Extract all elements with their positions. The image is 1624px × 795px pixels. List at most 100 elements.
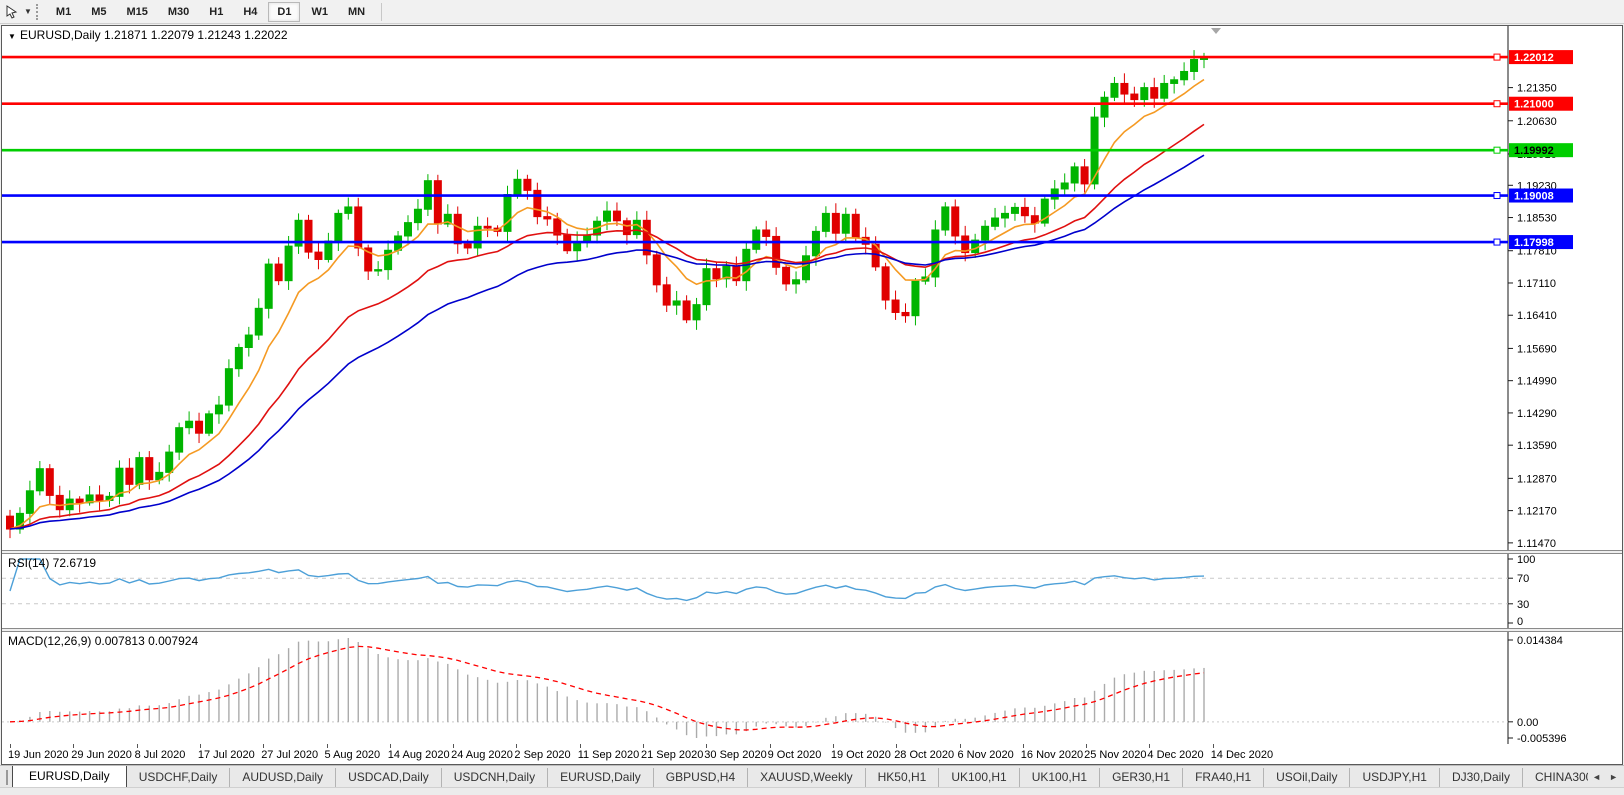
panel-splitter-2[interactable] [2,628,1622,632]
svg-text:1.19992: 1.19992 [1514,145,1554,157]
svg-text:1.17110: 1.17110 [1517,278,1556,290]
tabbar-grip [6,770,8,785]
date-tick [896,744,898,748]
chart-tab-11-ger30-h1[interactable]: GER30,H1 [1099,768,1182,787]
price-chart-canvas[interactable]: 1.213501.206301.199101.192301.185301.178… [2,26,1624,550]
date-label-7: 24 Aug 2020 [451,749,513,761]
ma-line-34[interactable] [9,154,1205,530]
date-tick [263,744,265,748]
ma-line-21[interactable] [9,123,1205,530]
date-tick [326,744,328,748]
svg-text:1.21350: 1.21350 [1517,83,1557,95]
rsi-canvas[interactable]: 100 70 30 0 RSI(14) 72.6719 [2,554,1624,628]
rsi-line [9,558,1205,602]
line-handle[interactable] [1493,146,1501,154]
tab-scroll-controls: ◄ ► [1588,766,1624,787]
chart-tab-13-usoil-daily[interactable]: USOil,Daily [1263,768,1349,787]
main-chart-panel[interactable]: 1.213501.206301.199101.192301.185301.178… [2,26,1622,550]
line-handle[interactable] [1493,100,1501,108]
tf-button-d1[interactable]: D1 [268,1,301,22]
timeframe-buttons: M1 M5 M15 M30 H1 H4 D1 W1 MN [46,1,375,22]
crosshair-tool-icon[interactable] [4,4,22,20]
macd-signal-line [9,645,1205,731]
svg-text:MACD(12,26,9) 0.007813 0.00792: MACD(12,26,9) 0.007813 0.007924 [8,634,198,648]
toolbar-separator [381,2,383,21]
rsi-panel[interactable]: 100 70 30 0 RSI(14) 72.6719 [2,554,1622,628]
tf-button-h4[interactable]: H4 [234,2,266,22]
svg-text:1.14990: 1.14990 [1517,376,1557,388]
time-axis[interactable]: 19 Jun 2020 29 Jun 2020 8 Jul 2020 17 Jul 2… [2,744,1622,764]
date-label-10: 21 Sep 2020 [641,749,704,761]
tab-scroll-left-icon[interactable]: ◄ [1592,771,1602,782]
tf-button-m5[interactable]: M5 [82,2,115,22]
candles-layer [6,50,1208,539]
chart-tab-1-usdchf-daily[interactable]: USDCHF,Daily [138,770,218,784]
chart-tab-15-dj30-daily[interactable]: DJ30,Daily [1438,768,1522,787]
chart-tab-9-uk100-h1[interactable]: UK100,H1 [938,768,1018,787]
svg-text:1.22012: 1.22012 [1514,52,1554,64]
chart-tab-2-audusd-daily[interactable]: AUDUSD,Daily [229,768,335,787]
macd-panel[interactable]: 0.014384 0.00 -0.005396 MACD(12,26,9) 0.007… [2,632,1622,744]
panel-splitter-1[interactable] [2,550,1622,554]
line-handle[interactable] [1493,238,1501,246]
tab-scroll-right-icon[interactable]: ► [1609,771,1618,782]
date-tick [1022,744,1024,748]
date-tick [1212,744,1214,748]
svg-text:1.12170: 1.12170 [1517,506,1557,518]
svg-text:▼: ▼ [8,32,16,41]
chart-tab-4-usdcnh-daily[interactable]: USDCNH,Daily [440,768,547,787]
svg-text:1.13590: 1.13590 [1517,440,1557,452]
line-handle[interactable] [1493,53,1501,61]
date-label-18: 4 Dec 2020 [1147,749,1204,761]
date-tick [389,744,391,748]
macd-canvas[interactable]: 0.014384 0.00 -0.005396 MACD(12,26,9) 0.007… [2,632,1624,744]
date-label-11: 30 Sep 2020 [704,749,767,761]
date-label-4: 27 Jul 2020 [261,749,319,761]
date-tick [453,744,455,748]
date-label-9: 11 Sep 2020 [577,749,640,761]
date-tick [73,744,75,748]
chart-title: ▼ EURUSD,Daily 1.21871 1.22079 1.21243 1.… [8,28,288,42]
date-tick [643,744,644,748]
date-label-13: 19 Oct 2020 [830,749,891,761]
price-badge [1509,188,1573,203]
date-label-12: 9 Oct 2020 [767,749,822,761]
svg-text:30: 30 [1517,599,1529,611]
date-tick [1086,744,1088,748]
chart-tab-10-uk100-h1[interactable]: UK100,H1 [1018,768,1099,787]
right-shift-marker-icon[interactable] [1211,28,1221,34]
date-label-14: 28 Oct 2020 [894,749,955,761]
chart-tab-3-usdcad-daily[interactable]: USDCAD,Daily [335,768,441,787]
chart-tab-bar: EURUSD,Daily USDCHF,Daily AUDUSD,Daily USDC… [0,765,1624,787]
tf-button-m30[interactable]: M30 [159,2,198,22]
chart-tab-0-eurusd-daily[interactable]: EURUSD,Daily [12,766,127,787]
hline-objects-layer: 1.22012 1.21000 1.19992 1.19008 1.17998 [2,50,1573,250]
chart-tab-8-hk50-h1[interactable]: HK50,H1 [864,768,939,787]
chart-tab-14-usdjpy-h1[interactable]: USDJPY,H1 [1349,768,1438,787]
tf-button-m15[interactable]: M15 [117,2,156,22]
date-label-2: 8 Jul 2020 [134,749,186,761]
price-badge [1509,235,1573,250]
chart-window: 1.213501.206301.199101.192301.185301.178… [1,25,1623,765]
tf-button-h1[interactable]: H1 [200,2,232,22]
chart-tab-12-fra40-h1[interactable]: FRA40,H1 [1182,768,1263,787]
date-tick [579,744,581,748]
tf-button-mn[interactable]: MN [339,2,374,22]
line-handle[interactable] [1493,192,1501,200]
svg-text:0: 0 [1517,616,1523,628]
svg-text:1.15690: 1.15690 [1517,343,1557,355]
toolbar-grip[interactable] [35,3,40,20]
chart-tab-5-eurusd-daily[interactable]: EURUSD,Daily [547,768,653,787]
tf-button-m1[interactable]: M1 [47,2,80,22]
date-label-3: 17 Jul 2020 [197,749,255,761]
svg-text:70: 70 [1517,573,1529,585]
ma-line-8[interactable] [9,78,1205,530]
chart-tab-6-gbpusd-h4[interactable]: GBPUSD,H4 [652,768,747,787]
date-label-1: 29 Jun 2020 [71,749,132,761]
tool-dropdown-caret-icon[interactable]: ▼ [24,7,32,16]
svg-text:100: 100 [1517,554,1535,566]
svg-text:1.12870: 1.12870 [1517,473,1557,485]
chart-tab-7-xauusd-weekly[interactable]: XAUUSD,Weekly [747,768,864,787]
date-tick [706,744,708,748]
tf-button-w1[interactable]: W1 [302,2,337,22]
